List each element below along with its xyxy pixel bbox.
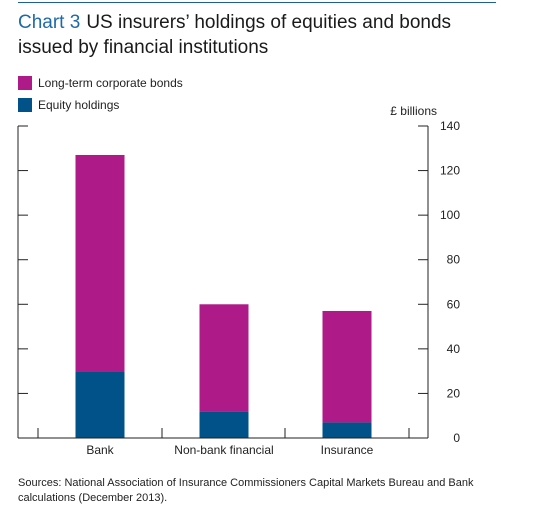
bar-bonds-0 [75, 154, 125, 372]
y-tick-label-80: 80 [447, 253, 461, 267]
bar-equity-1 [199, 411, 249, 438]
y-tick-label-40: 40 [447, 342, 461, 356]
x-tick-label-2: Insurance [321, 443, 374, 457]
bar-chart: 0 20 40 60 80 100 120 140 Bank Non-bank financial… [17, 119, 461, 457]
bar-bonds-2 [322, 310, 372, 423]
x-tick-label-1: Non-bank financial [174, 443, 273, 457]
y-tick-label-140: 140 [440, 119, 460, 133]
legend: Long-term corporate bonds Equity holding… [18, 76, 183, 120]
chart-title: Chart 3 US insurers’ holdings of equities… [18, 10, 498, 60]
y-tick-label-20: 20 [447, 386, 461, 400]
chart-number: Chart 3 [18, 12, 81, 33]
chart-title-text: US insurers’ holdings of equities and bo… [18, 12, 452, 58]
bar-equity-0 [75, 371, 125, 438]
top-rule [18, 2, 496, 3]
legend-item-equity: Equity holdings [18, 98, 183, 112]
x-tick-label-0: Bank [86, 443, 114, 457]
legend-label-bonds: Long-term corporate bonds [38, 76, 183, 90]
y-tick-label-0: 0 [453, 431, 460, 445]
legend-swatch-bonds [18, 76, 32, 90]
bar-bonds-1 [199, 304, 249, 412]
y-tick-label-100: 100 [440, 208, 460, 222]
legend-swatch-equity [18, 98, 32, 112]
sources-note: Sources: National Association of Insuran… [18, 477, 474, 504]
y-tick-label-60: 60 [447, 297, 461, 311]
bar-equity-2 [322, 422, 372, 438]
legend-label-equity: Equity holdings [38, 98, 120, 112]
y-unit-label: £ billions [390, 104, 437, 118]
legend-item-bonds: Long-term corporate bonds [18, 76, 183, 90]
y-tick-label-120: 120 [440, 164, 460, 178]
